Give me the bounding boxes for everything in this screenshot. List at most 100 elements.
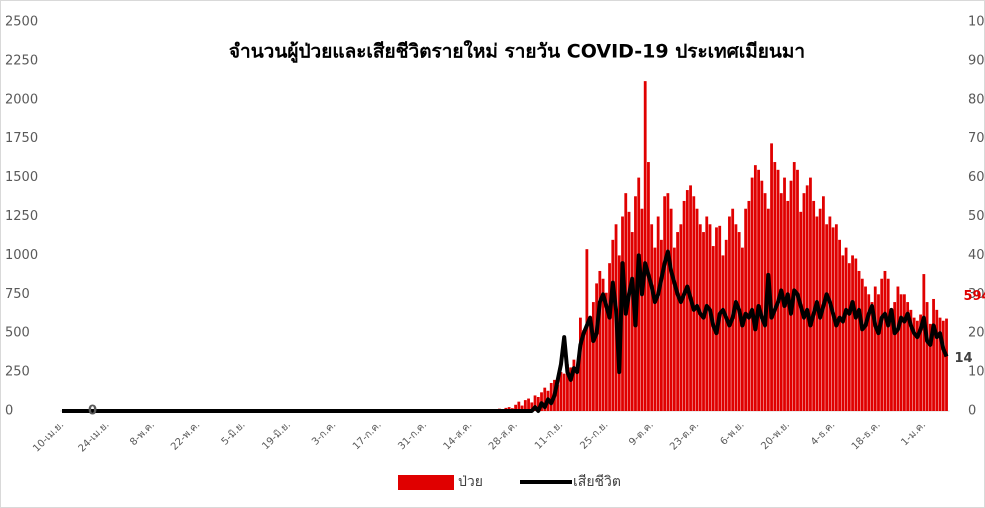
bar: [903, 294, 906, 411]
bar: [536, 396, 540, 411]
data-label: 0: [88, 404, 97, 419]
bar: [591, 302, 595, 411]
bar: [896, 286, 900, 411]
bar: [757, 169, 760, 411]
y2-tick-label: 0: [968, 404, 976, 419]
bar: [880, 278, 884, 411]
bar: [630, 232, 634, 411]
bar: [724, 239, 728, 411]
bar: [750, 177, 754, 411]
bar: [627, 211, 631, 411]
bar: [601, 278, 605, 411]
bar: [922, 274, 926, 411]
bar: [721, 255, 725, 411]
bar: [847, 263, 851, 411]
bar: [851, 255, 854, 411]
legend-swatch: [398, 475, 454, 490]
bar: [747, 200, 751, 411]
bar: [582, 330, 586, 411]
bar: [844, 247, 848, 411]
y-tick-label: 2250: [5, 53, 38, 68]
bar: [815, 216, 819, 411]
bar: [857, 270, 861, 411]
data-label: 14: [955, 351, 973, 366]
bar: [864, 286, 867, 411]
bar: [828, 216, 832, 411]
bar: [650, 224, 654, 411]
bar: [569, 367, 573, 411]
bar: [575, 370, 579, 411]
bar: [698, 224, 702, 411]
y2-tick-label: 40: [968, 248, 985, 263]
bar: [805, 185, 809, 411]
bar: [770, 143, 773, 412]
bar: [886, 278, 890, 411]
bar: [915, 320, 919, 411]
bar: [533, 395, 537, 411]
bar: [653, 247, 657, 411]
bar: [656, 216, 660, 411]
bar: [883, 270, 887, 411]
bar: [611, 239, 615, 411]
bar: [572, 359, 576, 411]
y2-tick-label: 30: [968, 287, 985, 302]
bar: [938, 317, 942, 411]
chart-title: จำนวนผู้ป่วยและเสียชีวิตรายใหม่ รายวัน C…: [229, 40, 805, 64]
y2-tick-label: 50: [968, 209, 985, 224]
bar: [812, 200, 816, 411]
bar: [705, 216, 709, 411]
bar: [562, 373, 566, 411]
bar: [685, 190, 689, 411]
legend-label: เสียชีวิต: [573, 474, 621, 490]
bar: [783, 177, 786, 411]
legend-label: ป่วย: [458, 474, 483, 490]
bar: [741, 247, 744, 411]
bar: [604, 292, 608, 411]
bar: [841, 255, 845, 411]
bar: [517, 401, 521, 411]
bar: [669, 208, 673, 411]
bar: [825, 224, 829, 411]
y-tick-label: 2000: [5, 92, 38, 107]
bar: [906, 302, 910, 411]
bar: [672, 247, 676, 411]
bar: [527, 398, 530, 411]
bar: [773, 162, 777, 411]
bar: [520, 405, 524, 411]
bar: [679, 224, 683, 411]
y2-tick-label: 60: [968, 170, 985, 185]
bar: [728, 216, 731, 411]
y-tick-label: 0: [5, 404, 13, 419]
y-tick-label: 1750: [5, 131, 38, 146]
bar: [928, 323, 932, 411]
bar: [932, 298, 935, 411]
bar: [514, 404, 517, 411]
bar: [647, 162, 650, 411]
bar: [715, 227, 718, 411]
bar: [776, 169, 780, 411]
bar: [660, 239, 663, 411]
bar: [838, 239, 841, 411]
line: [62, 249, 949, 413]
bar: [789, 180, 793, 411]
bar: [854, 258, 858, 411]
bar: [753, 165, 757, 411]
bar: [796, 169, 799, 411]
bar: [941, 320, 945, 411]
bar: [744, 208, 748, 411]
y-tick-label: 1000: [5, 248, 38, 263]
bar: [834, 224, 838, 411]
bar: [809, 177, 812, 411]
bar: [860, 278, 864, 411]
data-label: 594: [964, 289, 985, 304]
bar: [666, 193, 670, 411]
y2-tick-label: 90: [968, 53, 985, 68]
bar: [559, 372, 563, 411]
bar: [909, 309, 913, 411]
bar: [702, 232, 705, 411]
bar: [682, 200, 686, 411]
y-tick-label: 2500: [5, 15, 38, 30]
bar: [919, 314, 922, 411]
bar: [566, 364, 569, 411]
